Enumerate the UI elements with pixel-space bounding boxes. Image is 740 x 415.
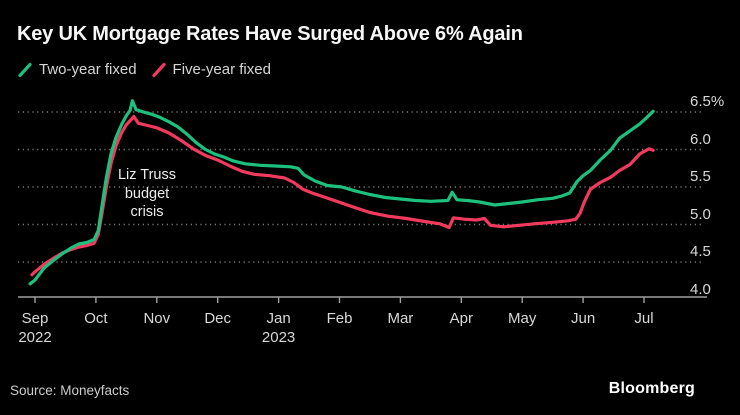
legend-label: Two-year fixed (39, 61, 137, 78)
liz-truss-annotation: Liz Truss budget crisis (102, 166, 192, 222)
y-axis-label: 5.5 (690, 168, 711, 185)
annotation-line: crisis (130, 204, 164, 220)
x-axis-year-label: 2023 (261, 329, 296, 346)
x-axis-label: Apr (449, 310, 473, 327)
y-axis-label: 6.5% (690, 93, 725, 110)
series-line-two-year-fixed (28, 99, 655, 286)
line-swatch-icon (18, 62, 32, 77)
legend-label: Five-year fixed (172, 61, 271, 78)
x-axis-label: May (508, 310, 537, 327)
x-axis-label: Feb (326, 310, 353, 327)
x-axis-label: Jul (634, 310, 654, 327)
y-axis-label: 6.0 (690, 130, 711, 148)
legend-item-two-year: Two-year fixed (17, 61, 137, 78)
legend-item-five-year: Five-year fixed (151, 61, 271, 78)
y-axis-label: 4.0 (690, 280, 711, 298)
annotation-line: Liz Truss (117, 167, 176, 183)
x-axis-label: Oct (84, 310, 108, 327)
x-axis-year-label: 2022 (18, 329, 52, 346)
chart-legend: Two-year fixed Five-year fixed (17, 61, 271, 78)
line-swatch-icon (151, 62, 166, 77)
chart-title: Key UK Mortgage Rates Have Surged Above … (17, 23, 523, 45)
x-axis-label: Sep (21, 310, 49, 327)
source-credit: Source: Moneyfacts (10, 383, 130, 398)
annotation-line: budget (124, 185, 170, 202)
x-axis-label: Mar (387, 310, 414, 327)
x-axis-label: Jan (266, 310, 291, 327)
y-axis-label: 5.0 (690, 205, 711, 223)
x-axis-label: Jun (571, 310, 596, 327)
x-axis-label: Nov (143, 310, 171, 327)
bloomberg-logo: Bloomberg (608, 380, 695, 397)
x-axis-label: Dec (204, 310, 232, 327)
y-axis-label: 4.5 (690, 243, 711, 260)
